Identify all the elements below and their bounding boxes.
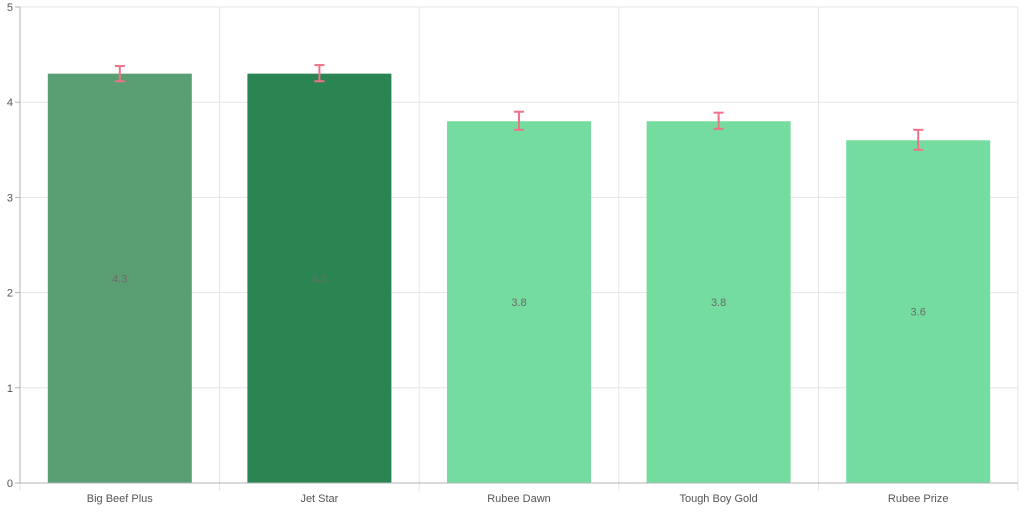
data-label: 3.8	[511, 297, 526, 309]
bar	[846, 140, 991, 483]
x-tick-label: Jet Star	[300, 493, 338, 505]
data-label: 4.3	[312, 273, 327, 285]
x-tick-label: Big Beef Plus	[87, 493, 154, 505]
y-tick-label: 0	[7, 478, 13, 490]
data-label: 4.3	[112, 273, 127, 285]
x-tick-label: Rubee Dawn	[487, 493, 551, 505]
data-label: 3.6	[911, 307, 926, 319]
x-tick-label: Tough Boy Gold	[679, 493, 757, 505]
bar	[47, 73, 192, 483]
y-tick-label: 3	[7, 192, 13, 204]
data-labels: 4.3 4.3 3.8 3.8 3.6	[112, 273, 926, 318]
y-tick-label: 1	[7, 383, 13, 395]
error-bars	[114, 64, 924, 151]
y-tick-label: 2	[7, 288, 13, 300]
bar	[247, 73, 392, 483]
data-label: 3.8	[711, 297, 726, 309]
bar	[447, 121, 591, 484]
bars	[47, 73, 991, 484]
axes: 0 1 2 3 4 5 Big Beef Plus Jet Star Rubee Dawn Tou…	[7, 2, 1018, 505]
y-tick-label: 5	[7, 2, 13, 14]
y-tick-label: 4	[7, 97, 13, 109]
x-tick-label: Rubee Prize	[888, 493, 949, 505]
bar	[646, 121, 791, 484]
